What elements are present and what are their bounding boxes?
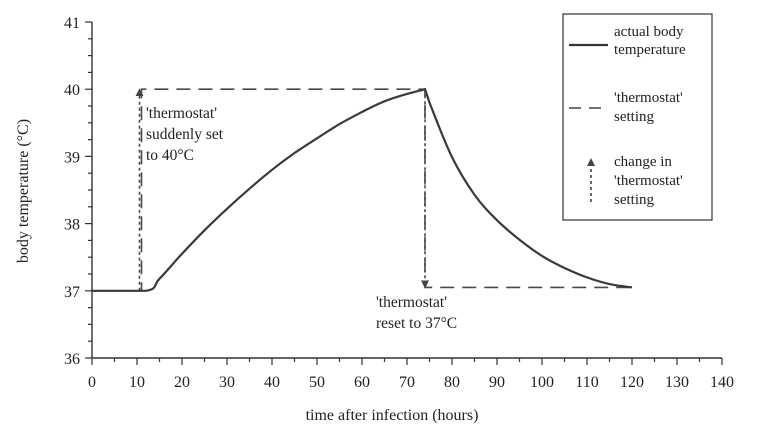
series-layer [92, 87, 633, 292]
x-tick-label: 20 [174, 374, 190, 391]
y-tick-label: 38 [64, 217, 80, 234]
annotation-line: reset to 37°C [376, 315, 457, 332]
legend-text: setting [614, 192, 654, 208]
legend-text: change in [614, 154, 672, 170]
x-axis-title: time after infection (hours) [306, 407, 479, 424]
x-tick-label: 40 [264, 374, 280, 391]
x-tick-label: 30 [219, 374, 235, 391]
x-tick-label: 70 [399, 374, 415, 391]
y-tick-label: 41 [64, 15, 80, 32]
annotation-thermostat-reset: 'thermostat' reset to 37°C [376, 294, 457, 332]
axes: 0 10 20 30 40 50 60 70 80 90 100 110 120 130 140 36 37 38… [64, 15, 734, 391]
y-tick-label: 37 [64, 284, 80, 301]
annotation-line: suddenly set [146, 126, 224, 143]
annotation-thermostat-set: 'thermostat' suddenly set to 40°C [146, 105, 224, 164]
x-tick-label: 0 [88, 374, 96, 391]
x-tick-label: 80 [444, 374, 460, 391]
y-tick-label: 36 [64, 351, 80, 368]
x-tick-label: 60 [354, 374, 370, 391]
legend-text: 'thermostat' [614, 173, 683, 189]
annotation-line: 'thermostat' [376, 294, 447, 311]
legend-text: setting [614, 109, 654, 125]
x-tick-label: 50 [309, 374, 325, 391]
annotation-line: to 40°C [146, 147, 194, 164]
x-tick-label: 100 [530, 374, 554, 391]
annotation-line: 'thermostat' [146, 105, 217, 122]
y-tick-label: 39 [64, 149, 80, 166]
x-tick-label: 140 [710, 374, 734, 391]
legend-text: 'thermostat' [614, 90, 683, 106]
x-tick-label: 120 [620, 374, 644, 391]
actual-body-temperature-line [92, 87, 633, 292]
x-tick-label: 10 [129, 374, 145, 391]
x-tick-label: 130 [665, 374, 689, 391]
y-axis-title: body temperature (°C) [15, 119, 32, 263]
legend-box [562, 13, 713, 221]
legend-text: actual body [614, 24, 684, 40]
x-tick-label: 110 [575, 374, 598, 391]
legend: actual body temperature 'thermostat' set… [562, 13, 713, 221]
x-tick-label: 90 [489, 374, 505, 391]
legend-text: temperature [614, 42, 686, 58]
y-tick-label: 40 [64, 82, 80, 99]
